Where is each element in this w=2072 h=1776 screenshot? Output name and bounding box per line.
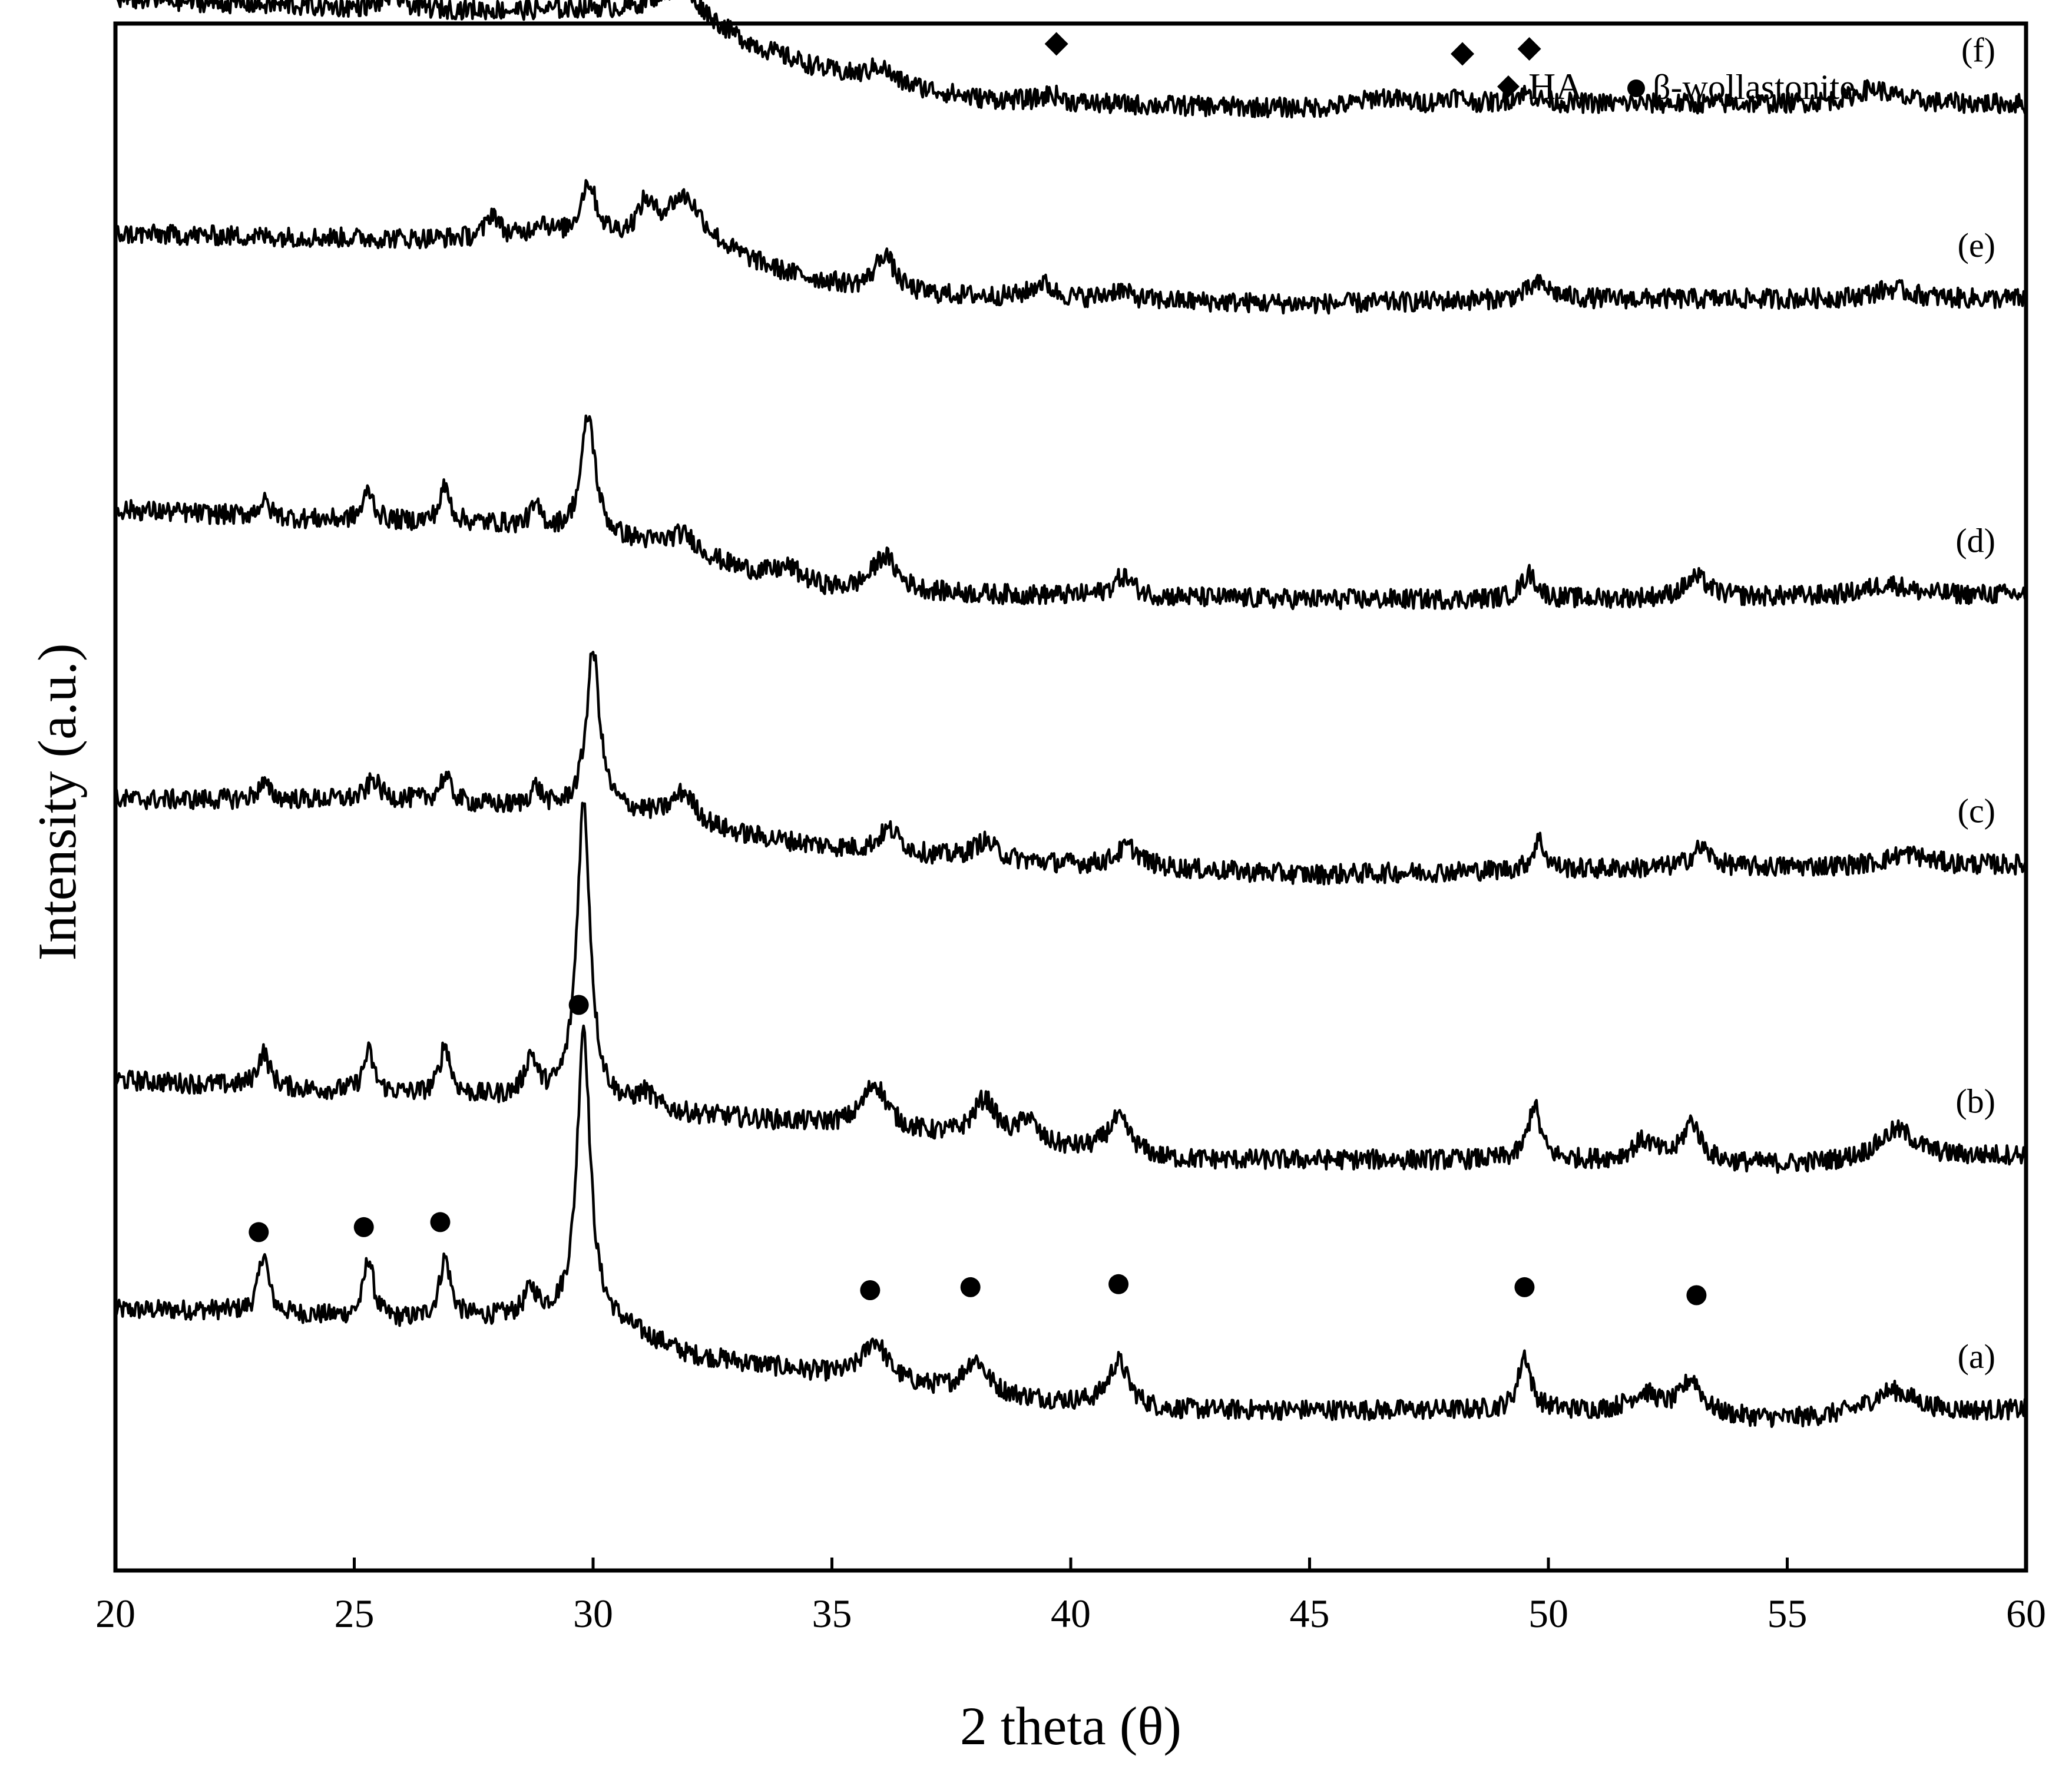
x-tick-label-6: 50 <box>1528 1591 1568 1636</box>
legend-label-ha: HA <box>1528 65 1583 107</box>
x-tick-label-5: 45 <box>1290 1591 1330 1636</box>
legend: HA β-wollastonite <box>1497 65 1855 107</box>
x-axis-ticks: 20 25 30 35 40 45 50 55 60 <box>95 1558 2046 1636</box>
series-layer <box>114 0 2028 1429</box>
series-label-1: (b) <box>1955 1082 1995 1121</box>
series-line-3 <box>114 414 2028 611</box>
series-label-3: (d) <box>1955 522 1995 560</box>
ha-marker-4 <box>1044 32 1068 56</box>
x-tick-label-1: 25 <box>335 1591 375 1636</box>
wollastonite-marker-4 <box>860 1280 881 1300</box>
wollastonite-marker-6 <box>1108 1274 1129 1294</box>
legend-label-wollastonite: β-wollastonite <box>1653 68 1855 107</box>
wollastonite-marker-3 <box>568 995 589 1015</box>
series-label-4: (e) <box>1958 226 1995 264</box>
x-axis-label: 2 theta (θ) <box>960 1696 1181 1756</box>
series-labels: (a) (b) (c) (d) (e) (f) <box>1955 31 1995 1376</box>
wollastonite-marker-2 <box>430 1212 451 1232</box>
x-tick-label-2: 30 <box>573 1591 613 1636</box>
x-tick-label-4: 40 <box>1051 1591 1091 1636</box>
y-axis-label: Intensity (a.u.) <box>27 643 87 960</box>
x-tick-label-7: 55 <box>1768 1591 1808 1636</box>
series-label-5: (f) <box>1961 31 1995 69</box>
series-line-0 <box>114 1024 2028 1429</box>
ha-marker-5 <box>1451 42 1475 66</box>
wollastonite-marker-0 <box>249 1222 269 1242</box>
x-tick-label-3: 35 <box>812 1591 852 1636</box>
wollastonite-marker-7 <box>1514 1277 1535 1297</box>
wollastonite-marker-5 <box>960 1277 981 1297</box>
series-label-2: (c) <box>1958 792 1995 830</box>
legend-diamond-marker <box>1497 75 1520 98</box>
x-tick-label-0: 20 <box>95 1591 135 1636</box>
x-tick-label-8: 60 <box>2006 1591 2046 1636</box>
series-line-2 <box>114 651 2028 886</box>
legend-circle-marker <box>1627 79 1645 97</box>
wollastonite-marker-8 <box>1686 1285 1707 1306</box>
series-line-4 <box>115 178 2028 315</box>
series-line-5 <box>116 0 2028 119</box>
marker-layer <box>249 32 1707 1306</box>
series-label-0: (a) <box>1958 1337 1995 1376</box>
series-line-1 <box>114 801 2028 1174</box>
ha-marker-6 <box>1517 37 1541 61</box>
wollastonite-marker-1 <box>353 1217 374 1237</box>
